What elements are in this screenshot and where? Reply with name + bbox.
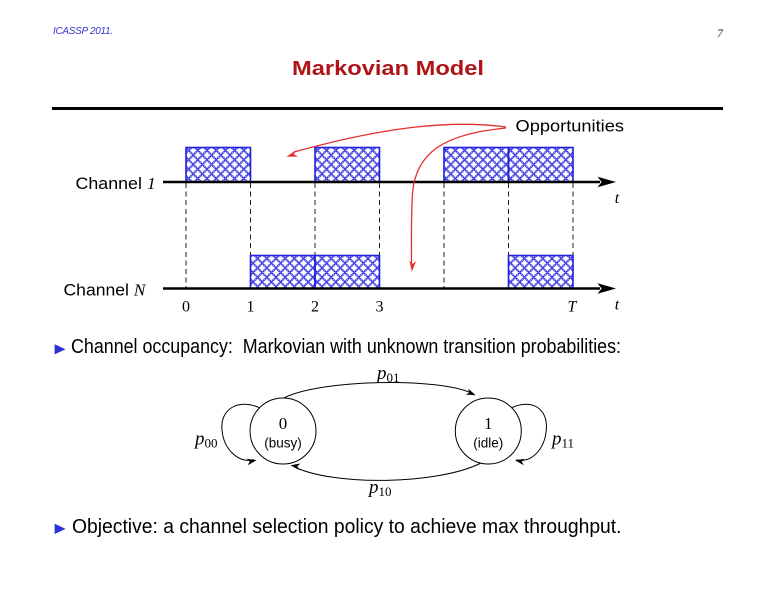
svg-text:T: T bbox=[568, 299, 578, 316]
svg-text:p01: p01 bbox=[375, 363, 400, 385]
svg-text:t: t bbox=[615, 297, 620, 314]
svg-text:Channel N: Channel N bbox=[64, 281, 148, 300]
svg-text:(busy): (busy) bbox=[264, 436, 302, 451]
svg-text:1: 1 bbox=[484, 414, 493, 433]
svg-text:3: 3 bbox=[376, 299, 384, 316]
svg-text:t: t bbox=[615, 190, 620, 207]
svg-text:p00: p00 bbox=[193, 429, 218, 451]
svg-text:Opportunities: Opportunities bbox=[516, 117, 625, 136]
svg-text:0: 0 bbox=[182, 299, 190, 316]
svg-text:2: 2 bbox=[311, 299, 319, 316]
svg-text:0: 0 bbox=[279, 414, 288, 433]
svg-text:(idle): (idle) bbox=[473, 436, 503, 451]
svg-text:Channel 1: Channel 1 bbox=[76, 174, 156, 193]
svg-text:p11: p11 bbox=[550, 429, 574, 451]
svg-text:1: 1 bbox=[247, 299, 255, 316]
